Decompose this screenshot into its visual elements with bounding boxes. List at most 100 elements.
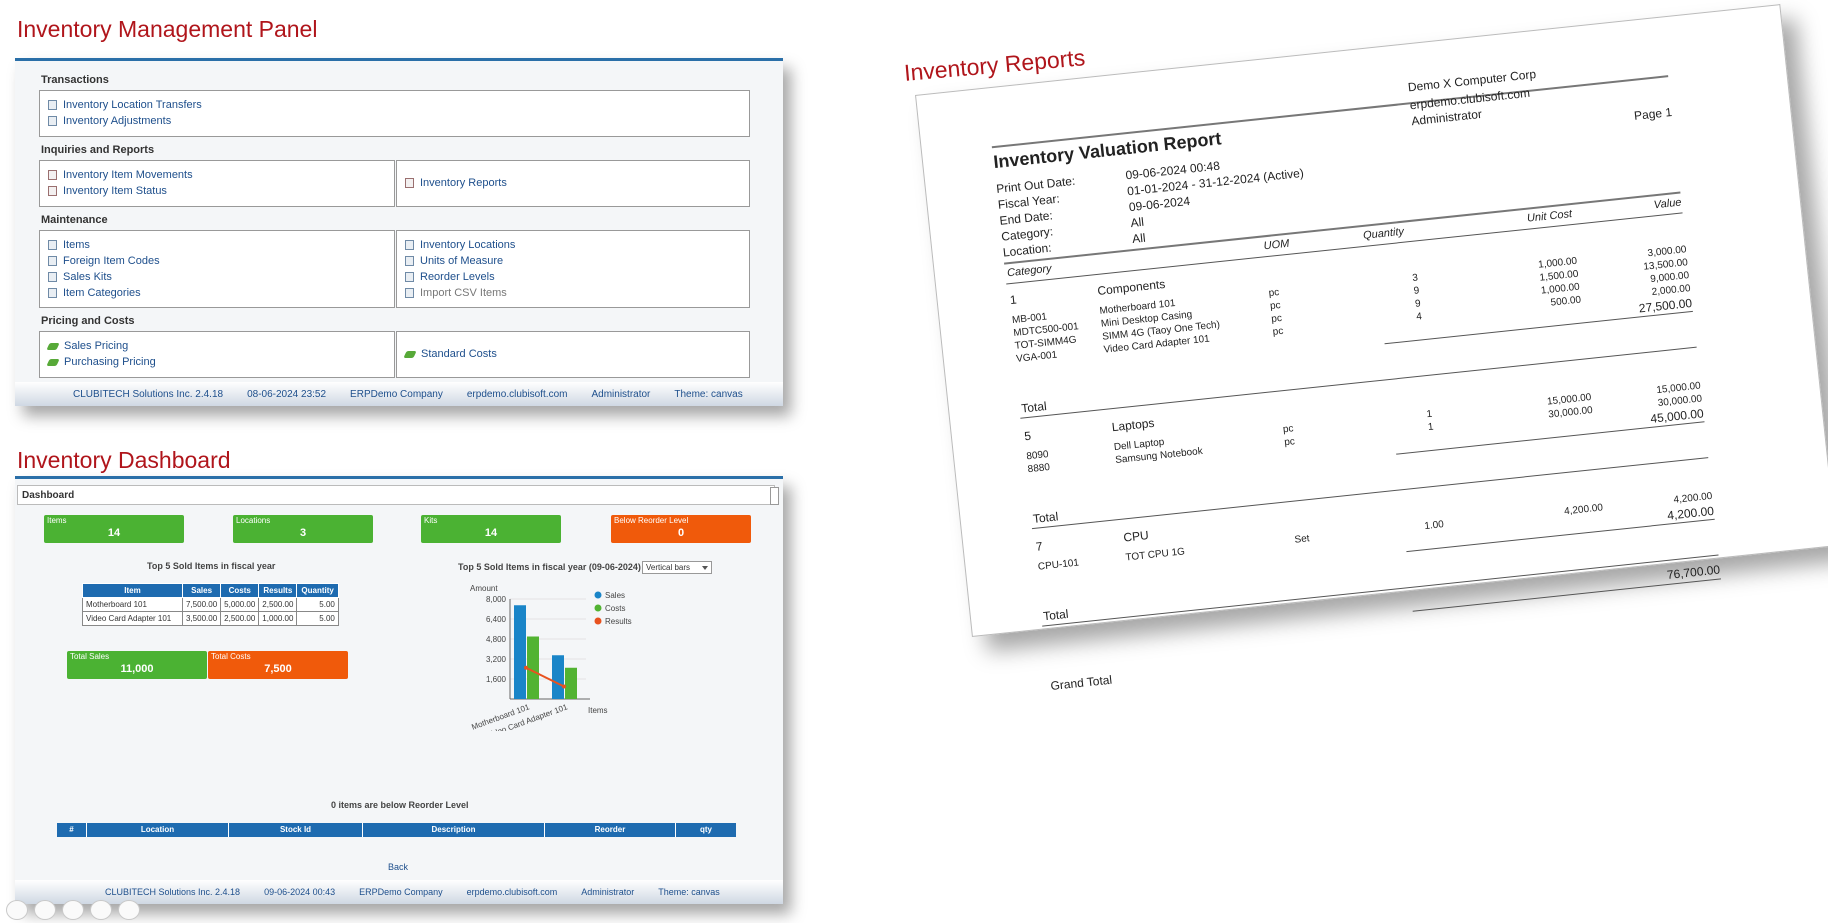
report-icon	[48, 170, 57, 180]
document-icon	[405, 288, 414, 298]
footer-theme: Theme: canvas	[658, 887, 720, 897]
top5-bar-chart: Amount8,0006,4004,8003,2001,600Motherboa…	[470, 584, 632, 731]
link-reorder-levels[interactable]: Reorder Levels	[405, 271, 495, 283]
footer-user[interactable]: Administrator	[581, 887, 635, 897]
link-standard-costs[interactable]: Standard Costs	[403, 348, 497, 360]
item-code: 8880	[1027, 461, 1051, 476]
footer-user[interactable]: Administrator	[591, 388, 651, 400]
tile-below-reorder[interactable]: Below Reorder Level 0	[611, 515, 751, 543]
col-category: Category	[1006, 262, 1053, 280]
link-sales-pricing[interactable]: Sales Pricing	[46, 340, 128, 352]
legend-label: Sales	[605, 591, 625, 600]
link-units-of-measure[interactable]: Units of Measure	[405, 255, 503, 267]
table-row: Video Card Adapter 101 3,500.00 2,500.00…	[82, 611, 339, 626]
meta-category-value: All	[1129, 214, 1145, 231]
tile-locations[interactable]: Locations 3	[233, 515, 373, 543]
dashboard-header: Dashboard	[17, 485, 775, 505]
document-icon	[48, 288, 57, 298]
link-foreign-item-codes[interactable]: Foreign Item Codes	[48, 255, 160, 267]
link-inventory-adjustments[interactable]: Inventory Adjustments	[48, 115, 171, 127]
legend-marker	[594, 617, 602, 625]
document-icon	[48, 240, 57, 250]
scrollbar-stub[interactable]	[770, 487, 779, 505]
item-uom: pc	[1283, 436, 1296, 449]
link-sales-kits[interactable]: Sales Kits	[48, 271, 112, 283]
item-uom: pc	[1268, 287, 1280, 300]
footer-host[interactable]: erpdemo.clubisoft.com	[466, 388, 568, 400]
reorder-title: 0 items are below Reorder Level	[331, 800, 469, 810]
chart-ylabel: Amount	[470, 584, 498, 593]
pen-icon[interactable]	[34, 900, 56, 920]
total-rule	[1396, 421, 1705, 455]
panel-section-title: Inventory Management Panel	[17, 16, 318, 42]
group-rule	[1020, 346, 1697, 419]
maintenance-title: Maintenance	[41, 214, 108, 226]
link-import-csv-items[interactable]: Import CSV Items	[405, 287, 507, 299]
link-purchasing-pricing[interactable]: Purchasing Pricing	[46, 356, 156, 368]
document-icon	[48, 256, 57, 266]
y-tick-label: 4,800	[486, 635, 507, 644]
inventory-dashboard: Dashboard Items 14 Locations 3 Kits 14 Belo…	[15, 476, 783, 904]
tile-items[interactable]: Items 14	[44, 515, 184, 543]
document-icon	[405, 240, 414, 250]
item-uom: pc	[1269, 299, 1282, 313]
slides-icon[interactable]	[62, 900, 84, 920]
item-qty: 1	[1427, 421, 1435, 434]
play-icon[interactable]	[6, 900, 28, 920]
reorder-col-number: #	[57, 823, 87, 837]
y-tick-label: 3,200	[486, 655, 507, 664]
link-inventory-item-movements[interactable]: Inventory Item Movements	[48, 169, 193, 181]
footer-version: CLUBITECH Solutions Inc. 2.4.18	[73, 388, 224, 400]
item-desc: TOT CPU 1G	[1124, 546, 1186, 564]
link-inventory-location-transfers[interactable]: Inventory Location Transfers	[48, 99, 202, 111]
bar-sales	[552, 655, 564, 699]
legend-label: Results	[605, 617, 632, 626]
transactions-title: Transactions	[41, 74, 109, 86]
item-uom: pc	[1270, 312, 1283, 325]
more-icon[interactable]	[118, 900, 140, 920]
bar-sales	[514, 605, 526, 699]
col-uom: UOM	[1263, 237, 1290, 253]
grand-total-rule	[1412, 578, 1722, 612]
link-inventory-item-status[interactable]: Inventory Item Status	[48, 185, 167, 197]
footer-datetime: 09-06-2024 00:43	[264, 887, 336, 897]
footer-host[interactable]: erpdemo.clubisoft.com	[466, 887, 558, 897]
chart-type-select[interactable]: Vertical bars	[642, 561, 712, 574]
footer-company[interactable]: ERPDemo Company	[350, 388, 443, 400]
maintenance-right-box: Inventory Locations Units of Measure Reo…	[396, 230, 750, 308]
document-icon	[48, 100, 57, 110]
inquiries-left-box: Inventory Item Movements Inventory Item …	[39, 160, 395, 207]
footer-company[interactable]: ERPDemo Company	[359, 887, 443, 897]
document-icon	[48, 272, 57, 282]
item-code: 8090	[1025, 449, 1050, 463]
link-items[interactable]: Items	[48, 239, 90, 251]
tile-total-sales[interactable]: Total Sales 11,000	[67, 651, 207, 679]
top5-title: Top 5 Sold Items in fiscal year	[147, 561, 276, 571]
bar-costs	[527, 636, 539, 699]
report-paper: Inventory Valuation Report Demo X Comput…	[915, 4, 1828, 693]
group-id: 5	[1023, 428, 1032, 444]
point-results	[524, 665, 528, 670]
link-inventory-locations[interactable]: Inventory Locations	[405, 239, 515, 251]
inquiries-title: Inquiries and Reports	[41, 144, 155, 156]
price-tag-icon	[46, 358, 60, 366]
link-inventory-reports[interactable]: Inventory Reports	[405, 177, 507, 189]
inventory-report-preview: Inventory Valuation Report Demo X Comput…	[915, 4, 1828, 693]
document-icon	[48, 116, 57, 126]
top5-header-item: Item	[82, 583, 183, 598]
tile-kits[interactable]: Kits 14	[421, 515, 561, 543]
tile-total-costs[interactable]: Total Costs 7,500	[208, 651, 348, 679]
footer-datetime: 08-06-2024 23:52	[247, 388, 327, 400]
group-total-label: Total	[1042, 606, 1070, 624]
zoom-icon[interactable]	[90, 900, 112, 920]
pricing-left-box: Sales Pricing Purchasing Pricing	[39, 331, 395, 378]
group-id: 1	[1009, 292, 1018, 308]
price-tag-icon	[403, 350, 417, 358]
legend-marker	[594, 604, 602, 612]
group-rule	[1031, 457, 1709, 530]
top5-table: Item Sales Costs Results Quantity Mother…	[82, 583, 339, 626]
back-link[interactable]: Back	[388, 862, 409, 872]
reorder-col-qty: qty	[700, 825, 712, 834]
link-item-categories[interactable]: Item Categories	[48, 287, 141, 299]
top5-header-sales: Sales	[181, 583, 222, 598]
